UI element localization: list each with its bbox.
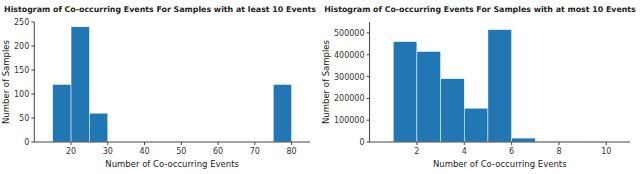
bar <box>488 30 512 142</box>
x-tick <box>254 142 255 145</box>
bar <box>71 27 89 142</box>
y-tick-label: 50 <box>19 114 29 123</box>
x-tick <box>511 142 512 145</box>
y-tick <box>367 76 370 77</box>
y-axis-label: Number of Samples <box>1 39 11 124</box>
bar <box>89 113 107 142</box>
x-tick <box>558 142 559 145</box>
y-tick-label: 150 <box>14 66 29 75</box>
x-tick <box>291 142 292 145</box>
x-tick <box>144 142 145 145</box>
y-axis-line <box>34 22 35 142</box>
x-tick-label: 20 <box>66 147 76 156</box>
y-tick-label: 200000 <box>334 94 365 103</box>
bar <box>417 51 441 142</box>
bars <box>53 27 292 142</box>
chart-svg: Histogram of Co-occurring Events For Sam… <box>0 0 640 174</box>
x-tick <box>464 142 465 145</box>
y-tick <box>367 54 370 55</box>
y-tick <box>31 70 34 71</box>
x-tick-label: 6 <box>509 147 514 156</box>
bar <box>464 108 488 142</box>
x-tick-label: 4 <box>462 147 467 156</box>
panel: Histogram of Co-occurring Events For Sam… <box>1 5 316 169</box>
y-tick <box>31 46 34 47</box>
y-tick <box>31 142 34 143</box>
x-tick <box>71 142 72 145</box>
x-tick-label: 60 <box>213 147 223 156</box>
y-tick-label: 100 <box>14 90 29 99</box>
x-tick <box>416 142 417 145</box>
y-tick <box>367 98 370 99</box>
x-tick-label: 80 <box>287 147 297 156</box>
x-tick-label: 40 <box>139 147 149 156</box>
x-axis-label: Number of Co-occurring Events <box>105 159 239 169</box>
bar <box>273 84 291 142</box>
y-tick-label: 300000 <box>334 73 365 82</box>
x-axis-line <box>34 142 310 143</box>
panel: Histogram of Co-occurring Events For Sam… <box>321 5 636 169</box>
bar <box>441 79 465 142</box>
y-tick <box>367 32 370 33</box>
chart-container: Histogram of Co-occurring Events For Sam… <box>0 0 640 174</box>
y-tick-label: 0 <box>24 138 29 147</box>
y-tick-label: 100000 <box>334 116 365 125</box>
x-axis-label: Number of Co-occurring Events <box>433 159 567 169</box>
x-tick <box>218 142 219 145</box>
x-axis-line <box>370 142 630 143</box>
y-tick <box>31 22 34 23</box>
y-tick-label: 200 <box>14 42 29 51</box>
title: Histogram of Co-occurring Events For Sam… <box>4 5 316 14</box>
bar <box>393 42 417 142</box>
bar <box>512 138 536 142</box>
y-tick-label: 0 <box>359 138 364 147</box>
x-tick-label: 10 <box>601 147 611 156</box>
y-tick <box>31 94 34 95</box>
y-tick <box>367 142 370 143</box>
y-tick-label: 500000 <box>334 29 365 38</box>
y-axis-label: Number of Samples <box>321 39 331 124</box>
x-tick <box>107 142 108 145</box>
y-axis-line <box>369 22 370 142</box>
bars <box>393 30 606 142</box>
y-tick-label: 250 <box>14 18 29 27</box>
x-tick <box>181 142 182 145</box>
y-tick-label: 400000 <box>334 51 365 60</box>
bar <box>53 84 71 142</box>
x-tick <box>606 142 607 145</box>
title: Histogram of Co-occurring Events For Sam… <box>324 5 636 14</box>
y-tick <box>367 120 370 121</box>
x-tick-label: 2 <box>414 147 419 156</box>
x-tick-label: 70 <box>250 147 260 156</box>
x-tick-label: 8 <box>556 147 561 156</box>
x-tick-label: 50 <box>176 147 186 156</box>
y-tick <box>31 118 34 119</box>
x-tick-label: 30 <box>103 147 113 156</box>
